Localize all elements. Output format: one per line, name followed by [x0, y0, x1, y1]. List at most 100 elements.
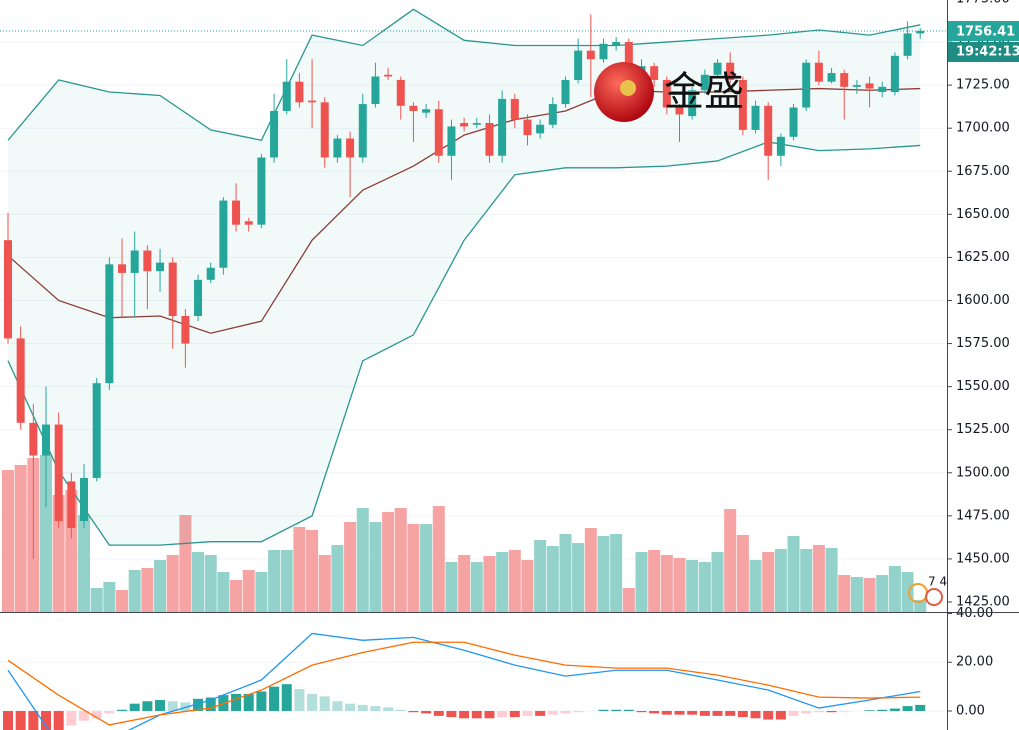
candle-body: [371, 76, 380, 105]
last-price-label: 1756.41: [956, 24, 1015, 39]
price-axis: 1425.00 1450.00 1475.00 1500.00 1525.00 1550.…: [948, 0, 1019, 718]
candle-body: [29, 422, 38, 456]
histogram-bar: [915, 704, 926, 711]
candle-body: [206, 267, 215, 280]
volume-bar: [90, 588, 103, 612]
candle-body: [92, 383, 101, 478]
candle-body: [130, 250, 139, 273]
histogram-bar: [623, 709, 634, 711]
candle-body: [903, 33, 912, 56]
volume-bar: [128, 570, 141, 612]
histogram-bar: [104, 710, 115, 714]
signal-line: [7, 641, 921, 726]
candle-body: [536, 124, 545, 134]
histogram-bar: [142, 701, 153, 711]
candle-body: [16, 338, 25, 423]
y-tick-label: 1550.00: [956, 379, 1010, 394]
candle-body: [257, 157, 266, 225]
histogram-bar: [395, 709, 406, 711]
candle-body: [586, 50, 595, 60]
volume-bar: [660, 555, 673, 612]
volume-bar: [356, 508, 369, 612]
histogram-bar: [231, 693, 242, 711]
candle-body: [776, 136, 785, 156]
histogram-bar: [357, 704, 368, 711]
histogram-bar: [79, 710, 90, 721]
histogram-bar: [763, 710, 774, 720]
candle-body: [548, 104, 557, 125]
volume-bar: [344, 522, 357, 612]
volume-bar: [838, 575, 851, 612]
countdown-box: [948, 41, 1019, 62]
candle-body: [80, 477, 89, 522]
volume-bar: [255, 572, 268, 612]
histogram-bar: [15, 710, 26, 730]
volume-bar: [800, 549, 813, 612]
histogram-bar: [497, 710, 508, 718]
y-tick-label: 1775.00: [956, 0, 1010, 6]
candle-body: [827, 73, 836, 82]
flag-badge: 7 4: [908, 575, 947, 606]
candle-body: [510, 98, 519, 120]
logo-dot: [620, 80, 636, 96]
y-tick-label: 1650.00: [956, 207, 1010, 222]
histogram-bar: [471, 710, 482, 719]
histogram-bar: [902, 706, 913, 711]
volume-bar: [14, 465, 27, 612]
y-tick-label: 1475.00: [956, 508, 1010, 523]
volume-bar: [876, 575, 889, 612]
volume-bar: [268, 550, 281, 612]
histogram-bar: [332, 701, 343, 711]
volume-bar: [812, 545, 825, 612]
candle-body: [789, 107, 798, 137]
volume-bar: [559, 534, 572, 612]
volume-bar: [458, 555, 471, 612]
histogram-bar: [839, 710, 850, 712]
y-tick-label: 1500.00: [956, 465, 1010, 480]
candle-body: [916, 30, 925, 34]
volume-bar: [508, 550, 521, 612]
volume-bar: [534, 540, 547, 612]
candle-body: [814, 62, 823, 82]
volume-bar: [610, 534, 623, 612]
histogram-bar: [155, 700, 166, 711]
volume-bar: [863, 578, 876, 612]
candle-body: [105, 264, 114, 384]
volume-bar: [369, 522, 382, 612]
histogram-bar: [319, 696, 330, 711]
volume-bar: [166, 555, 179, 612]
histogram-bar: [459, 710, 470, 719]
candle-body: [675, 107, 684, 115]
histogram-bar: [573, 710, 584, 713]
candle-body: [751, 105, 760, 130]
histogram-bar: [560, 710, 571, 714]
candle-body: [738, 79, 747, 130]
candle-body: [232, 200, 241, 225]
histogram-bar: [117, 709, 128, 711]
candle-body: [358, 104, 367, 158]
volume-bar: [724, 509, 737, 612]
volume-bar: [597, 536, 610, 612]
histogram-bar: [813, 710, 824, 713]
y-tick-label: 1700.00: [956, 121, 1010, 136]
volume-bar: [204, 555, 217, 612]
histogram-bar: [28, 710, 39, 730]
candle-body: [295, 81, 304, 103]
volume-bar: [622, 588, 635, 612]
macd-pane: [0, 632, 947, 730]
upper-band: [7, 8, 921, 141]
candle-body: [447, 126, 456, 156]
volume-bar: [154, 560, 167, 612]
histogram-bar: [408, 710, 419, 713]
histogram-bar: [243, 693, 254, 711]
candle-body: [485, 123, 494, 156]
middle-band: [7, 87, 921, 334]
histogram-bar: [801, 710, 812, 714]
badge-icon: [925, 588, 943, 606]
candle-body: [650, 66, 659, 80]
histogram-bar: [509, 710, 520, 718]
volume-bar: [686, 560, 699, 612]
y-tick-label: 40.00: [956, 606, 993, 621]
volume-bar: [78, 515, 91, 612]
